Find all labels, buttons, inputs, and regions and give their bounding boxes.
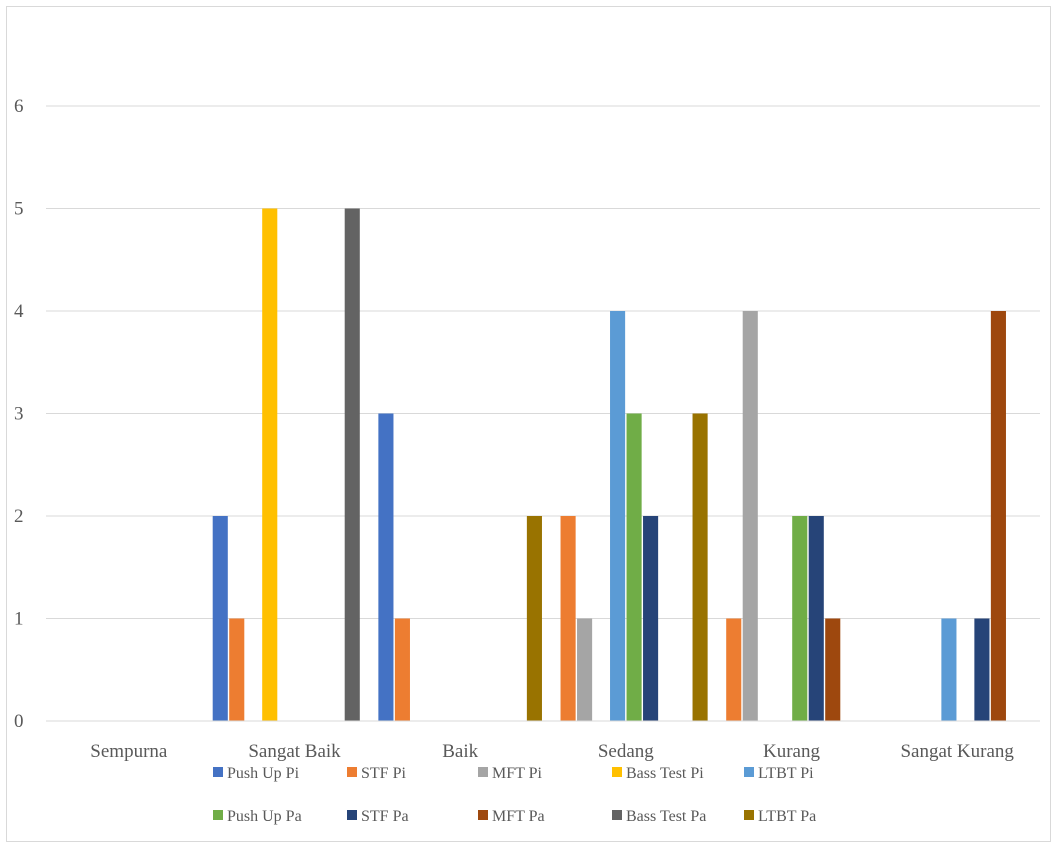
legend-label: MFT Pi xyxy=(492,765,543,782)
bar-stf-pa-sangat-kurang xyxy=(974,618,990,721)
bar-ltbt-pi-sedang xyxy=(610,311,626,721)
x-category-label: Sangat Baik xyxy=(248,741,341,762)
bar-mft-pa-sangat-kurang xyxy=(990,311,1006,721)
legend-swatch xyxy=(478,767,488,777)
legend-swatch xyxy=(612,767,622,777)
bar-mft-pa-kurang xyxy=(825,618,841,721)
bar-stf-pi-baik xyxy=(394,618,410,721)
x-category-label: Sedang xyxy=(598,741,654,762)
legend-swatch xyxy=(612,810,622,820)
bar-push-up-pa-sedang xyxy=(626,413,642,721)
legend: Push Up Pi STF Pi MFT Pi Bass Test Pi LTBT P… xyxy=(213,765,816,825)
legend-label: LTBT Pa xyxy=(758,808,816,825)
legend-swatch xyxy=(213,767,223,777)
bar-push-up-pi-baik xyxy=(378,413,394,721)
legend-label: Bass Test Pi xyxy=(626,765,704,782)
bar-stf-pi-kurang xyxy=(726,618,742,721)
x-category-label: Sangat Kurang xyxy=(900,741,1014,762)
legend-label: Push Up Pa xyxy=(227,808,302,825)
legend-swatch xyxy=(347,767,357,777)
legend-label: Push Up Pi xyxy=(227,765,300,782)
legend-swatch xyxy=(478,810,488,820)
bar-stf-pi-sangat-baik xyxy=(229,618,245,721)
bar-ltbt-pa-sedang xyxy=(692,413,708,721)
legend-swatch xyxy=(744,810,754,820)
legend-label: LTBT Pi xyxy=(758,765,814,782)
legend-swatch xyxy=(347,810,357,820)
bar-stf-pa-sedang xyxy=(643,516,659,721)
bar-bass-test-pa-sangat-baik xyxy=(344,208,360,721)
bars xyxy=(212,208,1006,721)
legend-label: STF Pa xyxy=(361,808,409,825)
x-axis-categories: Sempurna Sangat Baik Baik Sedang Kurang Sanga… xyxy=(90,741,1014,762)
bar-stf-pa-kurang xyxy=(808,516,824,721)
bar-ltbt-pa-baik xyxy=(526,516,542,721)
legend-label: MFT Pa xyxy=(492,808,545,825)
legend-label: STF Pi xyxy=(361,765,406,782)
x-category-label: Baik xyxy=(442,741,478,762)
bar-stf-pi-sedang xyxy=(560,516,576,721)
y-tick-label: 6 xyxy=(14,96,24,117)
x-category-label: Kurang xyxy=(763,741,820,762)
y-axis-ticks: 0 1 2 3 4 5 6 xyxy=(14,96,24,732)
bar-push-up-pa-kurang xyxy=(792,516,808,721)
bar-bass-test-pi-sangat-baik xyxy=(262,208,278,721)
y-tick-label: 4 xyxy=(14,301,24,322)
legend-swatch xyxy=(744,767,754,777)
bar-mft-pi-sedang xyxy=(577,618,593,721)
gridlines xyxy=(46,105,1040,619)
x-category-label: Sempurna xyxy=(90,741,168,762)
y-tick-label: 1 xyxy=(14,609,24,630)
bar-mft-pi-kurang xyxy=(742,311,758,721)
bar-push-up-pi-sangat-baik xyxy=(212,516,228,721)
y-tick-label: 3 xyxy=(14,404,24,425)
legend-label: Bass Test Pa xyxy=(626,808,706,825)
legend-swatch xyxy=(213,810,223,820)
bar-ltbt-pi-sangat-kurang xyxy=(941,618,957,721)
y-tick-label: 0 xyxy=(14,711,24,732)
y-tick-label: 5 xyxy=(14,199,24,220)
y-tick-label: 2 xyxy=(14,506,24,527)
